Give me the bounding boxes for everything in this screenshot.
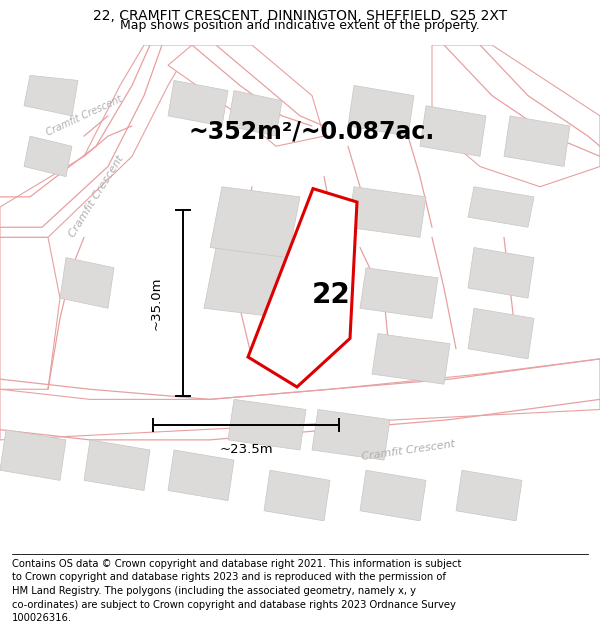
Polygon shape: [204, 248, 300, 318]
Polygon shape: [360, 470, 426, 521]
Polygon shape: [248, 189, 357, 387]
Polygon shape: [504, 116, 570, 166]
Polygon shape: [168, 450, 234, 501]
Polygon shape: [0, 238, 60, 389]
Polygon shape: [264, 470, 330, 521]
Polygon shape: [0, 45, 192, 238]
Polygon shape: [468, 248, 534, 298]
Polygon shape: [360, 268, 438, 318]
Polygon shape: [210, 187, 300, 258]
Polygon shape: [420, 106, 486, 156]
Text: Cramfit Crescent: Cramfit Crescent: [67, 154, 125, 239]
Polygon shape: [372, 334, 450, 384]
Text: HM Land Registry. The polygons (including the associated geometry, namely x, y: HM Land Registry. The polygons (includin…: [12, 586, 416, 596]
Text: Map shows position and indicative extent of the property.: Map shows position and indicative extent…: [120, 19, 480, 32]
Text: ~23.5m: ~23.5m: [219, 443, 273, 456]
Text: ~35.0m: ~35.0m: [149, 276, 163, 330]
Text: Contains OS data © Crown copyright and database right 2021. This information is : Contains OS data © Crown copyright and d…: [12, 559, 461, 569]
Text: 100026316.: 100026316.: [12, 613, 72, 623]
Polygon shape: [228, 399, 306, 450]
Text: 22: 22: [311, 281, 350, 309]
Polygon shape: [348, 86, 414, 136]
Polygon shape: [468, 308, 534, 359]
Polygon shape: [432, 45, 600, 187]
Polygon shape: [84, 440, 150, 491]
Polygon shape: [312, 409, 390, 460]
Text: Cramfit Crescent: Cramfit Crescent: [361, 439, 455, 461]
Text: co-ordinates) are subject to Crown copyright and database rights 2023 Ordnance S: co-ordinates) are subject to Crown copyr…: [12, 599, 456, 609]
Polygon shape: [168, 81, 228, 126]
Text: Cramfit Crescent: Cramfit Crescent: [44, 94, 124, 138]
Polygon shape: [348, 187, 426, 238]
Polygon shape: [468, 187, 534, 228]
Text: to Crown copyright and database rights 2023 and is reproduced with the permissio: to Crown copyright and database rights 2…: [12, 572, 446, 582]
Polygon shape: [456, 470, 522, 521]
Polygon shape: [228, 91, 282, 136]
Polygon shape: [168, 45, 324, 146]
Text: 22, CRAMFIT CRESCENT, DINNINGTON, SHEFFIELD, S25 2XT: 22, CRAMFIT CRESCENT, DINNINGTON, SHEFFI…: [93, 9, 507, 23]
Polygon shape: [24, 76, 78, 116]
Polygon shape: [0, 430, 66, 481]
Polygon shape: [60, 258, 114, 308]
Text: ~352m²/~0.087ac.: ~352m²/~0.087ac.: [189, 119, 435, 143]
Polygon shape: [24, 136, 72, 177]
Polygon shape: [0, 359, 600, 440]
